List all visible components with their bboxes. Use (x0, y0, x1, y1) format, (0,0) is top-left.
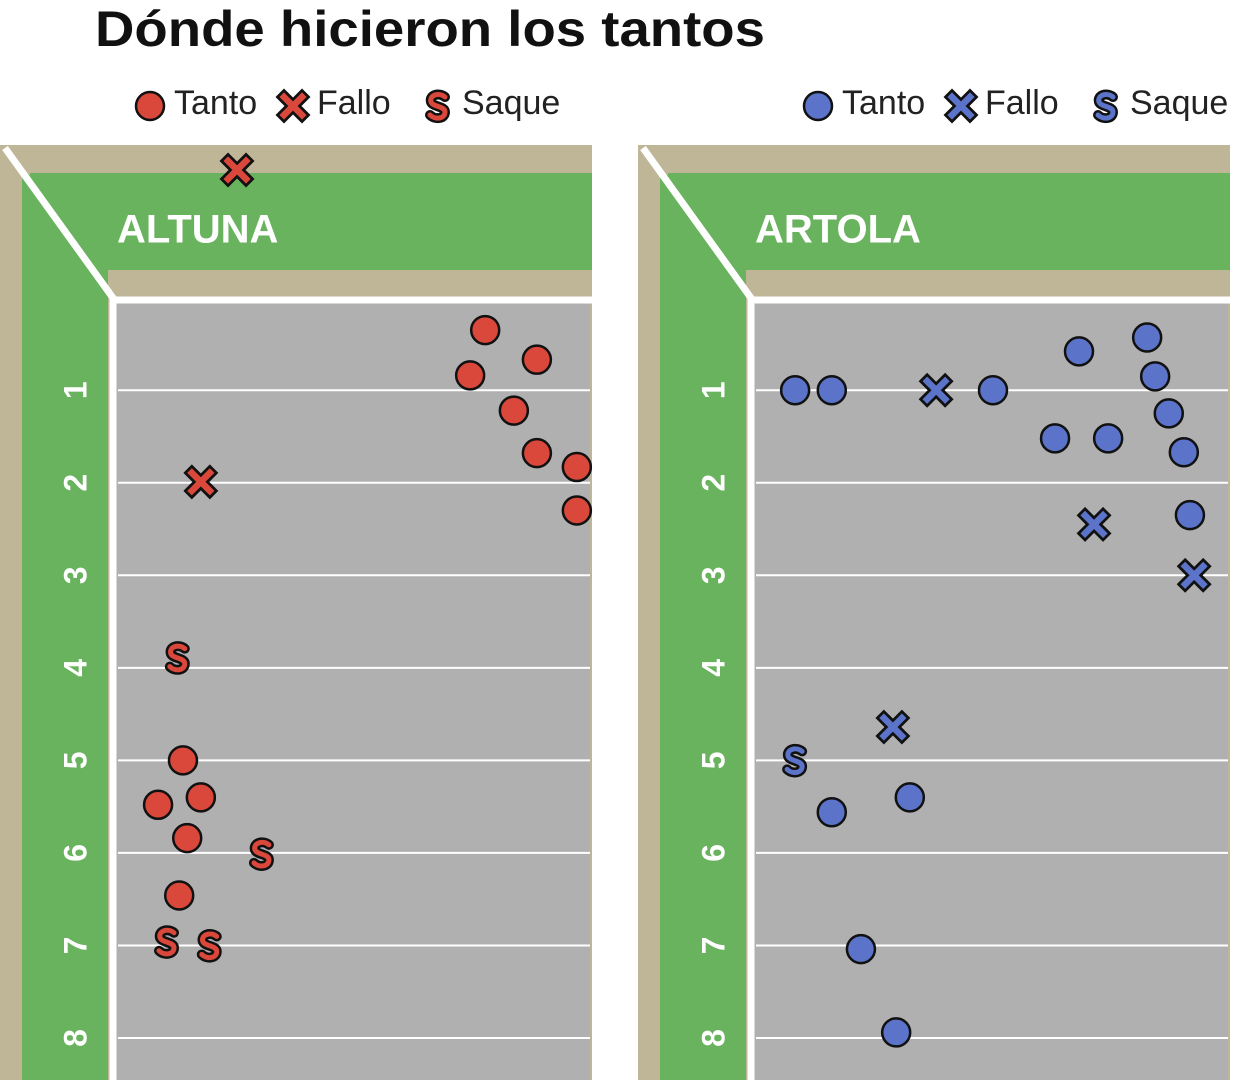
legend-label: Tanto (842, 84, 925, 122)
point-x (918, 372, 954, 408)
court-floor (116, 303, 590, 1080)
top-band (30, 173, 592, 270)
point-circle (1131, 322, 1163, 353)
y-tick-label: 8 (695, 1029, 731, 1047)
legend-marker (802, 90, 834, 122)
page-title: Dónde hicieron los tantos (95, 1, 765, 57)
point-s (164, 641, 190, 675)
point-s (782, 743, 808, 778)
y-tick-label: 2 (695, 474, 731, 492)
point-circle (1039, 423, 1071, 454)
point-circle (469, 314, 501, 346)
legend-marker (425, 89, 451, 124)
y-tick-label: 4 (57, 659, 93, 677)
corner (638, 150, 660, 1080)
top-strip (746, 270, 1230, 300)
corner (0, 150, 22, 1080)
point-circle (521, 344, 553, 375)
side-band (22, 175, 108, 1080)
court-border (640, 145, 1230, 1080)
legend-marker (1093, 89, 1119, 124)
point-x (1076, 506, 1112, 542)
court-border (2, 145, 592, 1080)
point-x (1176, 557, 1212, 593)
point-circle (977, 374, 1009, 406)
y-tick-label: 3 (695, 566, 731, 584)
y-tick-label: 6 (695, 844, 731, 862)
point-circle (880, 1017, 912, 1048)
point-s (154, 925, 180, 959)
point-circle (561, 451, 593, 483)
y-tick-label: 1 (57, 381, 93, 399)
point-circle (894, 782, 926, 813)
panel-title: ARTOLA (755, 208, 921, 252)
court-panel: ALTUNA 1 2 3 4 5 6 7 8 (0, 145, 593, 1080)
point-circle (1153, 398, 1185, 429)
point-circle (185, 782, 217, 813)
y-tick-label: 2 (57, 474, 93, 492)
point-circle (1174, 499, 1206, 531)
point-circle (521, 437, 553, 469)
side-band (660, 175, 746, 1080)
point-circle (167, 745, 199, 776)
top-strip (108, 270, 592, 300)
y-tick-label: 8 (57, 1029, 93, 1047)
point-x (219, 152, 255, 188)
point-x (875, 709, 911, 745)
y-tick-label: 5 (57, 751, 93, 769)
point-x (183, 464, 219, 500)
point-s (248, 837, 274, 871)
point-circle (171, 822, 203, 854)
y-tick-label: 7 (57, 937, 93, 955)
top-band (668, 173, 1230, 270)
point-circle (1063, 336, 1095, 367)
point-circle (1139, 361, 1171, 392)
point-s (196, 928, 222, 963)
legend-label: Fallo (985, 84, 1059, 122)
point-circle (1168, 436, 1200, 468)
point-circle (1092, 423, 1124, 454)
point-circle (816, 796, 848, 828)
point-circle (816, 374, 848, 406)
point-circle (845, 933, 877, 965)
legend-marker (134, 90, 166, 122)
y-tick-label: 7 (695, 937, 731, 955)
legend-label: Saque (462, 84, 560, 122)
legend-marker (943, 88, 979, 124)
point-circle (498, 395, 530, 426)
y-tick-label: 4 (695, 659, 731, 677)
y-tick-label: 5 (695, 751, 731, 769)
court-floor (754, 303, 1228, 1080)
legend-marker (275, 88, 311, 124)
point-circle (779, 374, 811, 406)
legend-label: Saque (1130, 84, 1228, 122)
panel-title: ALTUNA (117, 208, 278, 252)
y-tick-label: 1 (695, 381, 731, 399)
point-circle (163, 880, 195, 911)
point-circle (561, 495, 593, 526)
court-panel: ARTOLA 1 2 3 4 5 6 7 8 (638, 145, 1230, 1080)
point-circle (142, 789, 174, 821)
y-tick-label: 6 (57, 844, 93, 862)
legend-label: Fallo (317, 84, 391, 122)
y-tick-label: 3 (57, 566, 93, 584)
point-circle (454, 360, 486, 391)
legend-label: Tanto (174, 84, 257, 122)
